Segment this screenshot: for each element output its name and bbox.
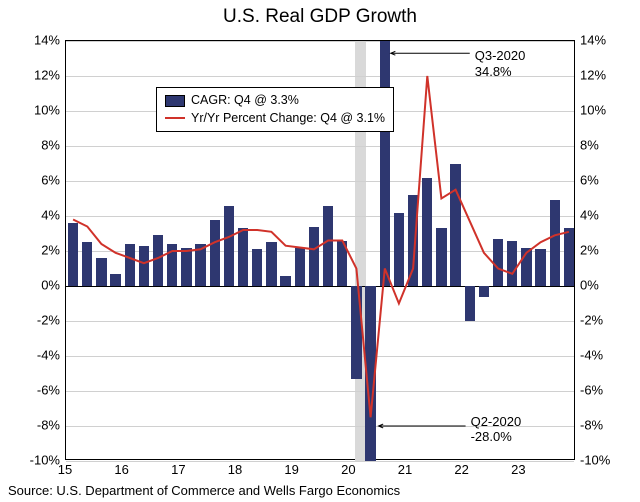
bar	[394, 213, 404, 287]
bar	[309, 227, 319, 287]
bar	[280, 276, 290, 287]
x-tick: 18	[228, 462, 242, 477]
bar	[210, 220, 220, 287]
y-tick-right: -2%	[580, 313, 620, 328]
line-swatch-icon	[165, 117, 185, 119]
annotation-q3-2020: Q3-2020 34.8%	[475, 48, 526, 79]
bar	[422, 178, 432, 287]
bar	[351, 286, 361, 379]
bar	[450, 164, 460, 287]
x-tick: 16	[114, 462, 128, 477]
y-tick-right: 8%	[580, 138, 620, 153]
legend-row-bar: CAGR: Q4 @ 3.3%	[165, 92, 385, 110]
bar	[507, 241, 517, 287]
y-tick-left: 0%	[20, 278, 60, 293]
bar	[139, 246, 149, 286]
bar	[323, 206, 333, 287]
y-tick-right: 12%	[580, 68, 620, 83]
x-tick: 23	[511, 462, 525, 477]
x-tick: 22	[454, 462, 468, 477]
bar	[550, 200, 560, 286]
legend-bar-label: CAGR: Q4 @ 3.3%	[191, 92, 299, 110]
legend-row-line: Yr/Yr Percent Change: Q4 @ 3.1%	[165, 110, 385, 128]
bar	[96, 258, 106, 286]
y-tick-left: -2%	[20, 313, 60, 328]
legend-line-label: Yr/Yr Percent Change: Q4 @ 3.1%	[191, 110, 385, 128]
bar	[535, 249, 545, 286]
x-tick: 20	[341, 462, 355, 477]
bar	[465, 286, 475, 321]
zero-line	[66, 286, 574, 287]
annotation-bot-line2: -28.0%	[471, 429, 512, 444]
gridline	[66, 216, 574, 217]
y-tick-left: -4%	[20, 348, 60, 363]
annotation-top-line2: 34.8%	[475, 64, 512, 79]
gdp-chart: U.S. Real GDP Growth CAGR: Q4 @ 3.3% Yr/…	[0, 0, 640, 502]
x-tick: 21	[398, 462, 412, 477]
legend-box: CAGR: Q4 @ 3.3% Yr/Yr Percent Change: Q4…	[156, 87, 394, 132]
y-tick-left: 10%	[20, 103, 60, 118]
bar	[493, 239, 503, 286]
bar	[521, 248, 531, 287]
source-text: Source: U.S. Department of Commerce and …	[8, 483, 400, 498]
y-tick-left: 8%	[20, 138, 60, 153]
annotation-q2-2020: Q2-2020 -28.0%	[471, 414, 522, 445]
y-tick-right: -6%	[580, 383, 620, 398]
bar	[479, 286, 489, 297]
bar	[365, 286, 375, 461]
annotation-bot-line1: Q2-2020	[471, 414, 522, 429]
y-tick-right: 2%	[580, 243, 620, 258]
gridline	[66, 321, 574, 322]
y-tick-right: -8%	[580, 418, 620, 433]
x-tick: 17	[171, 462, 185, 477]
bar	[167, 244, 177, 286]
bar	[408, 195, 418, 286]
bar	[564, 228, 574, 286]
bar	[68, 223, 78, 286]
bar	[153, 235, 163, 286]
y-tick-left: 14%	[20, 33, 60, 48]
y-tick-left: -6%	[20, 383, 60, 398]
y-tick-left: 6%	[20, 173, 60, 188]
gridline	[66, 391, 574, 392]
y-tick-right: -10%	[580, 453, 620, 468]
bar	[224, 206, 234, 287]
bar	[436, 228, 446, 286]
y-tick-right: -4%	[580, 348, 620, 363]
annotation-top-line1: Q3-2020	[475, 48, 526, 63]
y-tick-right: 14%	[580, 33, 620, 48]
bar	[238, 228, 248, 286]
y-tick-right: 6%	[580, 173, 620, 188]
bar	[110, 274, 120, 286]
gridline	[66, 356, 574, 357]
gridline	[66, 41, 574, 42]
bar	[380, 41, 390, 286]
gridline	[66, 461, 574, 462]
bar	[181, 248, 191, 287]
y-tick-left: 2%	[20, 243, 60, 258]
y-tick-left: 4%	[20, 208, 60, 223]
y-tick-left: 12%	[20, 68, 60, 83]
bar	[295, 248, 305, 287]
bar	[195, 244, 205, 286]
plot-area: CAGR: Q4 @ 3.3% Yr/Yr Percent Change: Q4…	[65, 40, 575, 460]
bar	[82, 242, 92, 286]
bar	[125, 244, 135, 286]
bar	[337, 241, 347, 287]
x-tick: 15	[58, 462, 72, 477]
bar-swatch-icon	[165, 95, 185, 107]
y-tick-right: 0%	[580, 278, 620, 293]
y-tick-right: 4%	[580, 208, 620, 223]
bar	[252, 249, 262, 286]
x-tick: 19	[284, 462, 298, 477]
y-tick-right: 10%	[580, 103, 620, 118]
y-tick-left: -8%	[20, 418, 60, 433]
chart-title: U.S. Real GDP Growth	[0, 6, 640, 28]
gridline	[66, 181, 574, 182]
gridline	[66, 146, 574, 147]
bar	[266, 242, 276, 286]
y-tick-left: -10%	[20, 453, 60, 468]
